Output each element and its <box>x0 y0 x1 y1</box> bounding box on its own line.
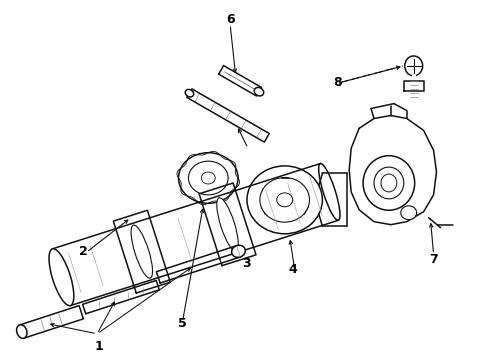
Text: 2: 2 <box>79 245 88 258</box>
Ellipse shape <box>363 156 415 210</box>
Ellipse shape <box>247 166 322 234</box>
Ellipse shape <box>254 87 264 96</box>
Text: 3: 3 <box>243 257 251 270</box>
Ellipse shape <box>318 163 340 220</box>
Ellipse shape <box>401 206 416 220</box>
Ellipse shape <box>260 177 310 222</box>
Ellipse shape <box>49 249 74 306</box>
Text: 8: 8 <box>333 76 342 89</box>
Ellipse shape <box>374 167 404 199</box>
Text: 6: 6 <box>226 13 234 26</box>
Text: 5: 5 <box>178 318 187 330</box>
Ellipse shape <box>185 89 194 97</box>
Ellipse shape <box>131 225 152 278</box>
Text: 7: 7 <box>429 253 438 266</box>
Text: 4: 4 <box>288 263 297 276</box>
Ellipse shape <box>17 325 27 338</box>
Ellipse shape <box>405 56 422 76</box>
Ellipse shape <box>189 161 228 195</box>
Ellipse shape <box>232 245 245 257</box>
Text: 1: 1 <box>95 340 103 353</box>
Ellipse shape <box>217 198 238 251</box>
